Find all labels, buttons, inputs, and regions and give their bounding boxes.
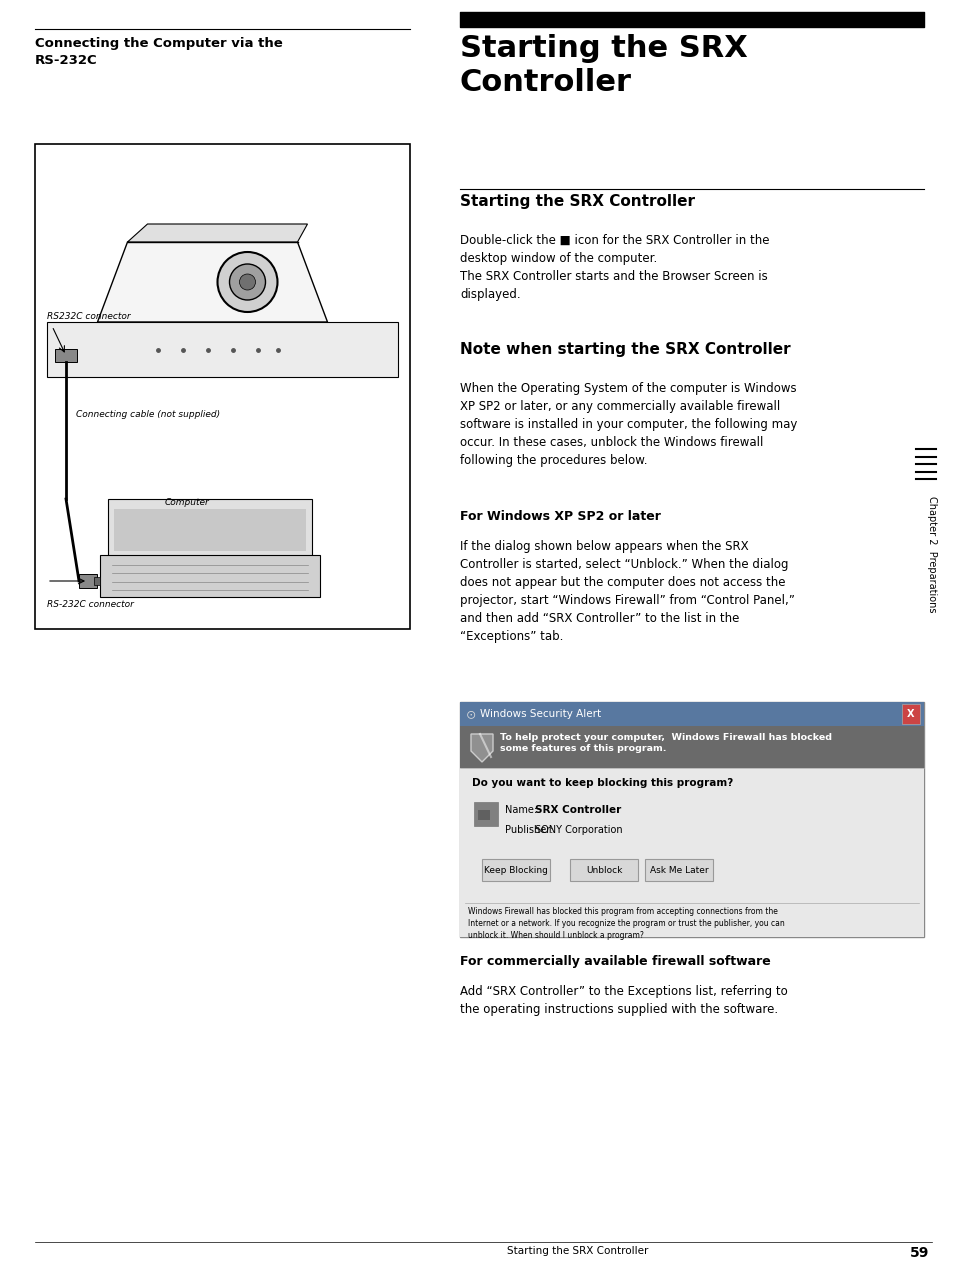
Text: Do you want to keep blocking this program?: Do you want to keep blocking this progra… — [472, 778, 733, 789]
Text: ⨀: ⨀ — [467, 710, 475, 719]
Bar — [35, 144, 410, 629]
Bar — [569, 859, 638, 882]
Text: X: X — [906, 710, 914, 719]
Text: If the dialog shown below appears when the SRX
Controller is started, select “Un: If the dialog shown below appears when t… — [459, 540, 794, 643]
Text: Note when starting the SRX Controller: Note when starting the SRX Controller — [459, 341, 790, 357]
Polygon shape — [97, 242, 327, 322]
Text: RS232C connector: RS232C connector — [47, 312, 131, 321]
Text: To help protect your computer,  Windows Firewall has blocked
some features of th: To help protect your computer, Windows F… — [499, 733, 831, 753]
Text: Connecting the Computer via the
RS-232C: Connecting the Computer via the RS-232C — [35, 37, 282, 68]
Text: Starting the SRX Controller: Starting the SRX Controller — [459, 194, 695, 209]
Circle shape — [230, 264, 265, 299]
Bar — [459, 726, 923, 768]
Text: Computer: Computer — [165, 498, 210, 507]
Bar — [55, 349, 77, 362]
Bar — [100, 555, 319, 598]
Text: Ask Me Later: Ask Me Later — [649, 865, 707, 874]
Text: Chapter 2  Preparations: Chapter 2 Preparations — [926, 496, 936, 613]
Bar — [901, 705, 919, 724]
Bar — [459, 702, 923, 726]
Polygon shape — [471, 734, 493, 762]
Circle shape — [239, 274, 255, 290]
Text: When the Operating System of the computer is Windows
XP SP2 or later, or any com: When the Operating System of the compute… — [459, 382, 797, 468]
Text: Starting the SRX
Controller: Starting the SRX Controller — [459, 34, 747, 97]
Bar — [113, 510, 306, 550]
Bar — [79, 575, 97, 589]
Circle shape — [217, 252, 277, 312]
Text: Windows Firewall has blocked this program from accepting connections from the
In: Windows Firewall has blocked this progra… — [468, 907, 784, 940]
Bar — [481, 859, 550, 882]
Text: Name:: Name: — [504, 805, 537, 815]
Text: Starting the SRX Controller: Starting the SRX Controller — [506, 1246, 648, 1256]
Text: SONY Corporation: SONY Corporation — [535, 826, 622, 834]
Text: Windows Security Alert: Windows Security Alert — [479, 710, 600, 719]
Text: Keep Blocking: Keep Blocking — [483, 865, 547, 874]
Bar — [644, 859, 712, 882]
Text: Connecting cable (not supplied): Connecting cable (not supplied) — [76, 409, 220, 418]
Bar — [459, 768, 923, 936]
Bar — [477, 810, 490, 820]
Bar — [47, 322, 397, 377]
Text: 59: 59 — [908, 1246, 928, 1260]
Text: RS-232C connector: RS-232C connector — [47, 600, 133, 609]
Polygon shape — [128, 224, 307, 242]
Text: Double-click the ■ icon for the SRX Controller in the
desktop window of the comp: Double-click the ■ icon for the SRX Cont… — [459, 234, 769, 301]
Bar — [94, 577, 100, 585]
Bar — [108, 499, 312, 557]
Bar — [459, 702, 923, 936]
Text: SRX Controller: SRX Controller — [535, 805, 620, 815]
Text: Publisher:: Publisher: — [504, 826, 553, 834]
Text: For Windows XP SP2 or later: For Windows XP SP2 or later — [459, 510, 660, 524]
Text: Add “SRX Controller” to the Exceptions list, referring to
the operating instruct: Add “SRX Controller” to the Exceptions l… — [459, 985, 787, 1015]
Bar — [474, 803, 497, 826]
Text: Unblock: Unblock — [585, 865, 621, 874]
Text: For commercially available firewall software: For commercially available firewall soft… — [459, 956, 770, 968]
